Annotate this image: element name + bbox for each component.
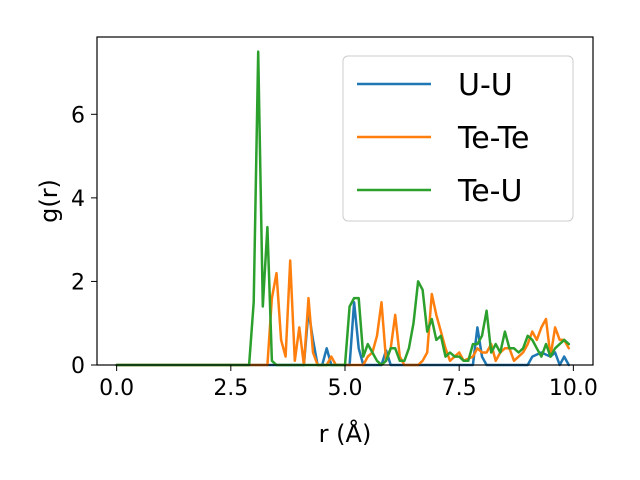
legend-label: U-U	[458, 68, 513, 103]
x-tick-label: 5.0	[328, 376, 363, 401]
x-tick-label: 7.5	[442, 376, 477, 401]
series-line-te-te	[115, 259, 571, 367]
x-axis-label: r (Å)	[319, 419, 372, 448]
y-tick-label: 6	[71, 103, 85, 128]
legend: U-U Te-Te Te-U	[342, 55, 574, 222]
x-tick-label: 0.0	[99, 376, 134, 401]
x-axis: 0.0 2.5 5.0 7.5 10.0	[99, 365, 598, 401]
y-tick-label: 4	[71, 187, 85, 212]
y-axis-label: g(r)	[35, 179, 63, 223]
legend-items: U-U Te-Te Te-U	[357, 68, 529, 209]
x-tick-label: 2.5	[213, 376, 248, 401]
legend-box	[342, 55, 574, 222]
y-tick-label: 2	[71, 270, 85, 295]
legend-label: Te-Te	[457, 121, 529, 156]
y-tick-label: 0	[71, 354, 85, 379]
x-tick-label: 10.0	[549, 376, 598, 401]
y-axis: 0 2 4 6	[71, 103, 97, 379]
legend-label: Te-U	[457, 174, 522, 209]
